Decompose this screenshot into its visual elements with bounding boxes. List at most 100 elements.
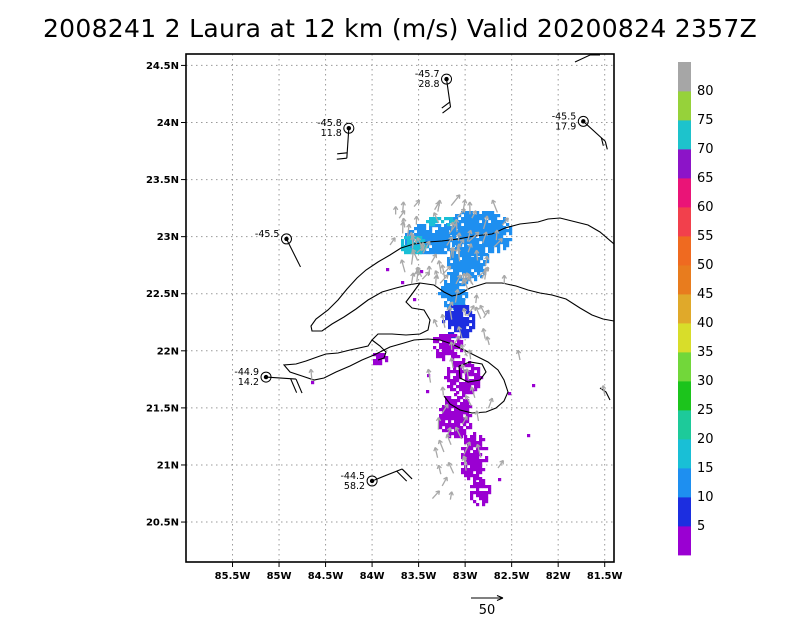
field-pixel bbox=[417, 227, 421, 231]
wind-arrow bbox=[434, 447, 439, 458]
lat-lon-grid bbox=[186, 54, 614, 562]
field-pixel bbox=[445, 402, 449, 406]
field-pixel bbox=[474, 275, 478, 279]
field-pixel bbox=[506, 244, 510, 248]
field-pixel bbox=[423, 236, 427, 240]
field-pixel bbox=[441, 227, 445, 231]
field-pixel bbox=[468, 385, 472, 389]
wind-arrow-head bbox=[456, 326, 463, 331]
field-pixel bbox=[470, 441, 474, 445]
field-pixel bbox=[503, 247, 507, 251]
wind-arrow-head bbox=[437, 439, 443, 445]
wind-arrow-head bbox=[482, 231, 489, 237]
wind-arrow bbox=[460, 344, 468, 357]
field-pixel bbox=[451, 405, 455, 409]
field-pixel bbox=[468, 257, 472, 261]
field-pixel bbox=[454, 420, 458, 424]
field-pixel bbox=[432, 248, 436, 252]
field-pixel bbox=[451, 320, 455, 324]
field-pixel bbox=[462, 289, 466, 293]
field-pixel bbox=[488, 217, 492, 221]
field-pixel bbox=[462, 358, 466, 362]
wind-arrow-head bbox=[446, 427, 452, 432]
field-pixel bbox=[448, 420, 452, 424]
field-pixel bbox=[476, 471, 480, 475]
field-pixel bbox=[450, 230, 454, 234]
field-pixel bbox=[444, 301, 448, 305]
field-pixel bbox=[462, 361, 466, 365]
field-pixel bbox=[448, 334, 452, 338]
field-pixel bbox=[450, 388, 454, 392]
field-pixel bbox=[476, 459, 480, 463]
field-pixel bbox=[439, 337, 443, 341]
field-pixel bbox=[466, 323, 470, 327]
field-pixel bbox=[474, 373, 478, 377]
field-pixel bbox=[461, 447, 465, 451]
field-pixel bbox=[458, 220, 462, 224]
field-pixel bbox=[433, 346, 437, 350]
field-pixel bbox=[457, 405, 461, 409]
field-pixel bbox=[442, 346, 446, 350]
field-pixel bbox=[494, 223, 498, 227]
field-pixel bbox=[470, 453, 474, 457]
field-pixel bbox=[450, 217, 454, 221]
field-pixel bbox=[470, 435, 474, 439]
field-pixel bbox=[435, 248, 439, 252]
field-pixel bbox=[379, 356, 383, 360]
wind-arrow-head bbox=[425, 271, 430, 277]
field-pixel bbox=[477, 373, 481, 377]
field-pixel bbox=[465, 370, 469, 374]
field-pixel bbox=[467, 226, 471, 230]
field-pixel bbox=[439, 355, 443, 359]
field-pixel bbox=[479, 491, 483, 495]
field-pixel bbox=[479, 468, 483, 472]
field-pixel bbox=[482, 447, 486, 451]
field-pixel bbox=[405, 239, 409, 243]
field-pixel bbox=[485, 456, 489, 460]
lon-tick-label: 85W bbox=[267, 571, 292, 582]
colorbar-segment bbox=[678, 381, 691, 411]
field-pixel bbox=[401, 248, 405, 252]
field-pixel bbox=[435, 251, 439, 255]
field-pixel bbox=[498, 478, 502, 482]
field-pixel bbox=[385, 359, 389, 363]
field-pixel bbox=[445, 408, 449, 412]
wind-arrow bbox=[410, 232, 415, 246]
field-pixel bbox=[509, 238, 513, 242]
field-pixel bbox=[457, 305, 461, 309]
field-pixel bbox=[448, 332, 452, 336]
field-pixel bbox=[460, 317, 464, 321]
station-dot bbox=[284, 236, 289, 242]
field-pixel bbox=[467, 477, 471, 481]
field-pixel bbox=[456, 373, 460, 377]
field-pixel bbox=[453, 266, 457, 270]
wind-arrow bbox=[471, 210, 477, 219]
field-pixel bbox=[470, 465, 474, 469]
field-pixel bbox=[464, 471, 468, 475]
wind-arrow bbox=[413, 199, 421, 207]
wind-arrow bbox=[476, 444, 482, 458]
field-pixel bbox=[509, 232, 513, 236]
field-pixel bbox=[485, 500, 489, 504]
field-pixel bbox=[479, 494, 483, 498]
field-pixel bbox=[447, 289, 451, 293]
wind-arrow-head bbox=[467, 229, 473, 235]
field-pixel bbox=[477, 367, 481, 371]
wind-arrow bbox=[455, 274, 462, 285]
field-pixel bbox=[460, 308, 464, 312]
field-pixel bbox=[439, 334, 443, 338]
field-pixel bbox=[485, 241, 489, 245]
field-pixel bbox=[445, 414, 449, 418]
field-pixel bbox=[441, 220, 445, 224]
field-pixel bbox=[460, 323, 464, 327]
field-pixel bbox=[476, 477, 480, 481]
field-pixel bbox=[465, 251, 469, 255]
field-pixel bbox=[429, 251, 433, 255]
field-pixel bbox=[469, 423, 473, 427]
field-pixel bbox=[482, 468, 486, 472]
wind-arrow-head bbox=[515, 349, 522, 355]
wind-arrow-head bbox=[447, 461, 453, 467]
field-pixel bbox=[445, 317, 449, 321]
station-plot: -44.914.2 bbox=[234, 367, 303, 394]
wind-arrow bbox=[468, 274, 473, 284]
